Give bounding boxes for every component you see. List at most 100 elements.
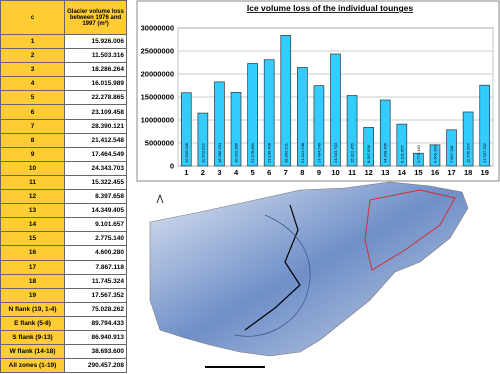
y-tick-label: 10000000 — [141, 116, 174, 125]
table-cell: 290.457.208 — [64, 358, 127, 374]
bar — [180, 92, 192, 167]
y-tick-label: 15000000 — [141, 93, 174, 102]
bar — [396, 123, 408, 167]
table-row: c Glacier volume loss between 1976 and 19… — [0, 0, 127, 35]
value-label: 15.322.455 — [350, 142, 355, 163]
bar — [462, 111, 474, 167]
table-cell: 8 — [0, 132, 65, 148]
x-tick-label: 3 — [217, 168, 221, 177]
value-label: 22.278.865 — [250, 142, 255, 163]
value-label: 23.109.458 — [267, 142, 272, 163]
table-cell: 9.101.657 — [64, 217, 127, 233]
table-cell: 16.015.989 — [64, 76, 127, 92]
table-row: 19 17.567.352 — [0, 287, 127, 303]
value-label: 9.101.657 — [399, 144, 404, 163]
x-tick-label: 13 — [381, 168, 389, 177]
bar — [363, 127, 374, 167]
bar — [214, 81, 225, 167]
table-row: 18 11.745.324 — [0, 273, 127, 289]
table-row: 6 23.109.458 — [0, 104, 127, 120]
table-cell: 15.926.006 — [64, 33, 127, 50]
x-tick-label: 1 — [184, 168, 188, 177]
table-cell: 7 — [0, 118, 65, 134]
table-cell: All zones (1-19) — [0, 358, 65, 374]
value-label: 28.390.121 — [283, 142, 288, 163]
table-cell: N flank (19, 1-4) — [0, 301, 65, 317]
table-cell: 5 — [0, 90, 65, 106]
table-cell: 3 — [0, 62, 65, 78]
y-tick-label: 0 — [170, 162, 174, 171]
table-cell: 11.745.324 — [64, 273, 127, 289]
bar — [379, 99, 391, 167]
value-label: 11.745.324 — [466, 143, 471, 163]
x-tick-label: 10 — [331, 168, 339, 177]
table-cell: 8.397.658 — [64, 189, 127, 205]
value-label: 7.867.118 — [449, 145, 454, 163]
y-tick-label: 5000000 — [145, 139, 174, 148]
table-cell: 2.775.140 — [64, 231, 127, 247]
table-cell: 2 — [0, 48, 65, 64]
x-tick-label: 14 — [398, 168, 407, 177]
bar — [197, 112, 209, 167]
x-tick-label: 5 — [251, 168, 255, 177]
table-cell: c — [0, 0, 65, 35]
table-row: 9 17.464.549 — [0, 146, 127, 162]
x-tick-label: 8 — [300, 168, 304, 177]
value-label: 2.775.140 — [416, 144, 421, 163]
value-label: 18.286.264 — [217, 142, 222, 163]
table-row: 5 22.278.865 — [0, 90, 127, 106]
volume-table: c Glacier volume loss between 1976 and 19… — [0, 0, 127, 374]
value-label: 24.343.703 — [333, 142, 338, 163]
table-cell: 17 — [0, 259, 65, 275]
table-cell: 86.940.913 — [64, 329, 127, 346]
table-row: 17 7.867.118 — [0, 259, 127, 275]
value-label: 17.567.352 — [482, 142, 487, 163]
bar — [313, 85, 325, 167]
x-tick-label: 6 — [267, 168, 271, 177]
table-cell: 18 — [0, 273, 65, 289]
x-tick-label: 4 — [234, 168, 239, 177]
x-tick-label: 18 — [464, 168, 472, 177]
bar — [297, 67, 308, 167]
x-tick-label: 11 — [348, 168, 356, 177]
x-tick-label: 15 — [414, 168, 422, 177]
bar — [429, 144, 441, 167]
table-row: 8 21.412.548 — [0, 132, 127, 148]
chart-title: Ice volume loss of the individual tounge… — [247, 3, 414, 13]
bar — [247, 63, 258, 167]
x-tick-label: 19 — [481, 168, 489, 177]
table-row: E flank (5-8) 89.794.433 — [0, 315, 127, 331]
bar — [479, 84, 491, 167]
value-label: 17.464.549 — [316, 142, 321, 163]
bar — [280, 35, 292, 167]
table-row: 1 15.926.006 — [0, 33, 127, 50]
x-tick-label: 7 — [284, 168, 288, 177]
bar — [230, 91, 242, 167]
table-row: 12 8.397.658 — [0, 189, 127, 205]
table-cell: 22.278.865 — [64, 90, 127, 106]
y-tick-label: 25000000 — [141, 47, 174, 56]
table-cell: E flank (5-8) — [0, 315, 65, 331]
table-cell: 4.600.280 — [64, 245, 127, 261]
value-label: 14.349.405 — [383, 142, 388, 163]
x-tick-label: 17 — [447, 168, 455, 177]
table-cell: Glacier volume loss between 1976 and 199… — [64, 0, 127, 35]
table-row: All zones (1-19) 290.457.208 — [0, 358, 127, 374]
map — [149, 181, 469, 368]
bar — [346, 95, 358, 167]
bar — [446, 129, 457, 167]
table-cell: 23.109.458 — [64, 104, 127, 120]
bar — [330, 53, 341, 167]
bar — [263, 59, 275, 167]
table-cell: W flank (14-18) — [0, 344, 65, 360]
x-tick-label: 12 — [364, 168, 372, 177]
table-cell: 4 — [0, 76, 65, 92]
y-tick-label: 30000000 — [141, 24, 174, 33]
value-label: 21.412.548 — [300, 142, 305, 163]
table-row: 4 16.015.989 — [0, 76, 127, 92]
x-tick-label: 16 — [431, 168, 439, 177]
value-label: 16.015.989 — [234, 142, 239, 163]
value-label: 8.397.658 — [366, 144, 371, 163]
table-row: 3 18.286.264 — [0, 62, 127, 78]
